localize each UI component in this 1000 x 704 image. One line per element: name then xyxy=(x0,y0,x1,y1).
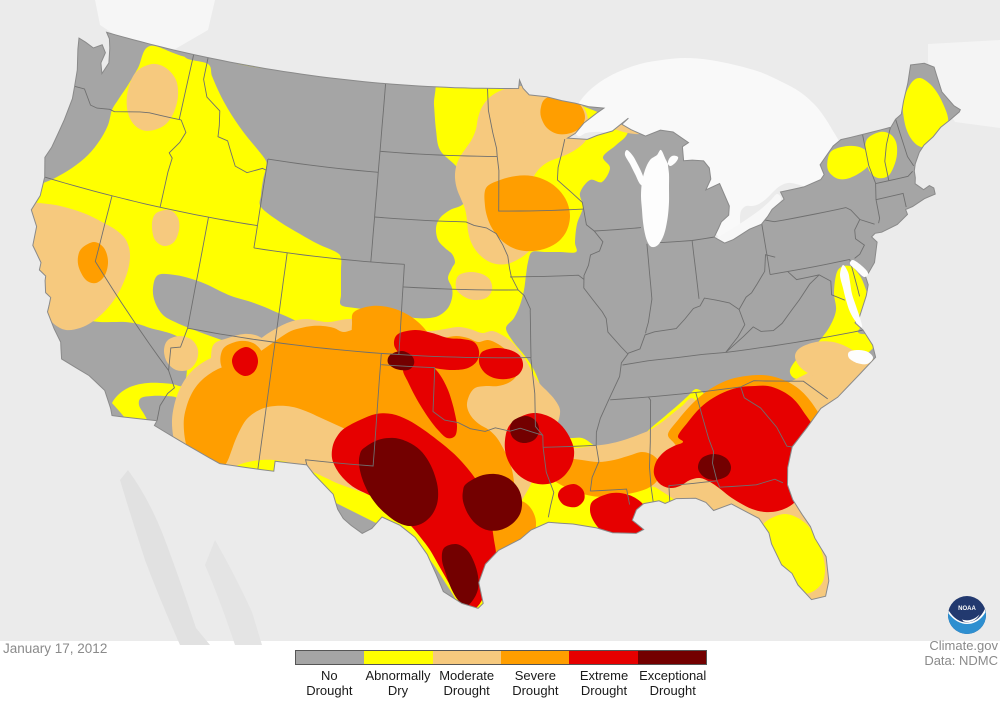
svg-text:NOAA: NOAA xyxy=(958,606,976,612)
